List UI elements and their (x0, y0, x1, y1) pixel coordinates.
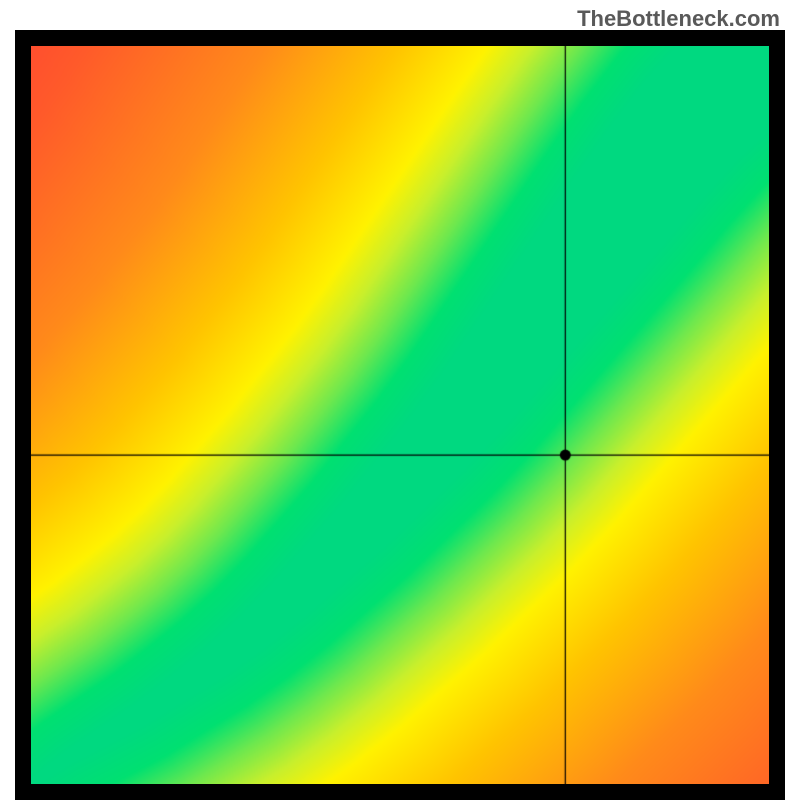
watermark-text: TheBottleneck.com (577, 6, 780, 32)
bottleneck-heatmap (15, 30, 785, 800)
